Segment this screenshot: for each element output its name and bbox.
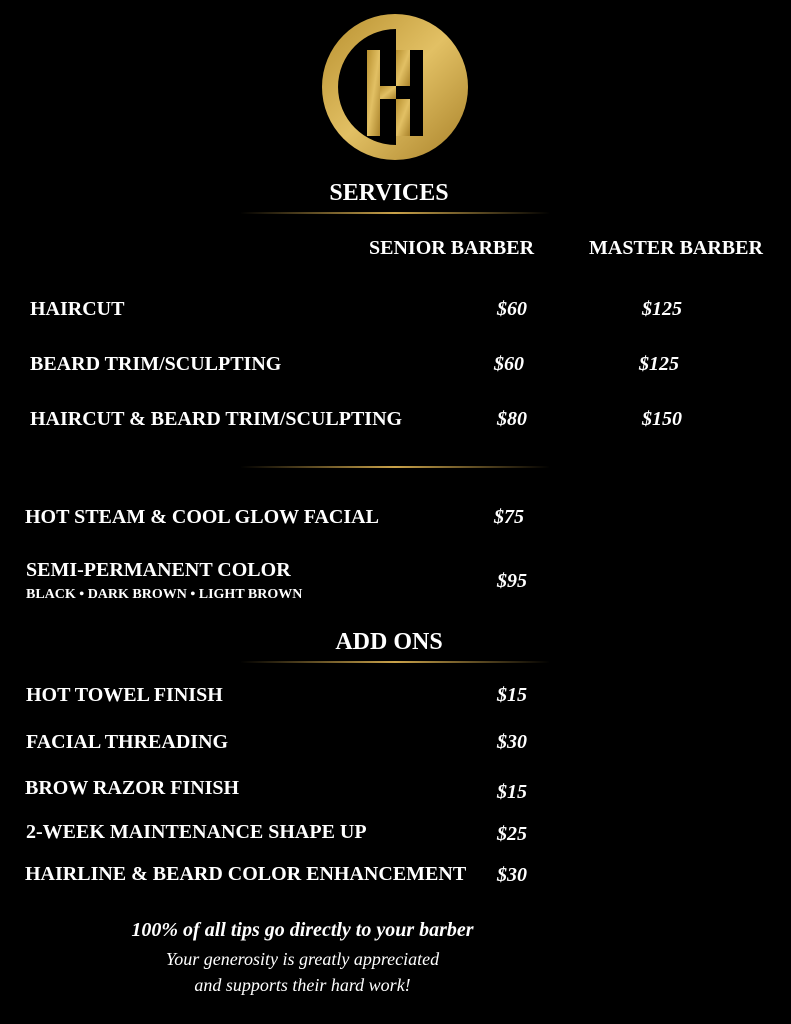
color-options: BLACK • DARK BROWN • LIGHT BROWN — [26, 587, 303, 602]
addon-price: $25 — [497, 823, 527, 845]
tips-thanks: and supports their hard work! — [194, 975, 411, 995]
senior-price: $60 — [497, 298, 527, 320]
addon-price: $15 — [497, 781, 527, 803]
master-price: $125 — [639, 353, 679, 375]
senior-price: $80 — [497, 408, 527, 430]
addon-name: 2-WEEK MAINTENANCE SHAPE UP — [26, 821, 367, 843]
addon-name: FACIAL THREADING — [26, 731, 229, 753]
divider — [240, 212, 550, 214]
service-name: HAIRCUT — [30, 298, 125, 320]
addon-name: BROW RAZOR FINISH — [25, 777, 240, 799]
addon-price: $15 — [497, 684, 527, 706]
service-name: BEARD TRIM/SCULPTING — [30, 353, 282, 375]
divider — [240, 466, 550, 468]
tips-thanks: Your generosity is greatly appreciated — [165, 949, 440, 969]
addon-name: HAIRLINE & BEARD COLOR ENHANCEMENT — [25, 863, 467, 885]
senior-price: $60 — [494, 353, 524, 375]
master-price: $125 — [642, 298, 682, 320]
divider — [240, 661, 550, 663]
logo — [322, 14, 468, 160]
services-title: SERVICES — [329, 180, 449, 206]
service-name: HAIRCUT & BEARD TRIM/SCULPTING — [30, 408, 403, 430]
service-price: $75 — [494, 506, 524, 528]
tips-note: 100% of all tips go directly to your bar… — [131, 919, 474, 941]
master-price: $150 — [642, 408, 682, 430]
addon-price: $30 — [497, 731, 527, 753]
service-name: SEMI-PERMANENT COLOR — [26, 559, 291, 581]
column-master-barber: MASTER BARBER — [589, 237, 763, 259]
column-senior-barber: SENIOR BARBER — [369, 237, 535, 259]
service-price: $95 — [497, 570, 527, 592]
service-name: HOT STEAM & COOL GLOW FACIAL — [25, 506, 379, 528]
addons-title: ADD ONS — [335, 629, 443, 655]
addon-price: $30 — [497, 864, 527, 886]
addon-name: HOT TOWEL FINISH — [26, 684, 223, 706]
